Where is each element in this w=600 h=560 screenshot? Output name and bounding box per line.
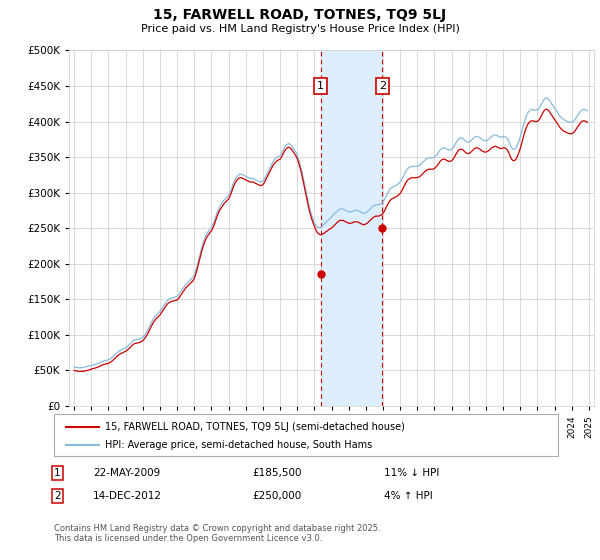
Text: 1: 1 — [54, 468, 61, 478]
Text: 15, FARWELL ROAD, TOTNES, TQ9 5LJ: 15, FARWELL ROAD, TOTNES, TQ9 5LJ — [154, 8, 446, 22]
Text: 15, FARWELL ROAD, TOTNES, TQ9 5LJ (semi-detached house): 15, FARWELL ROAD, TOTNES, TQ9 5LJ (semi-… — [105, 422, 405, 432]
Text: HPI: Average price, semi-detached house, South Hams: HPI: Average price, semi-detached house,… — [105, 440, 372, 450]
Text: £250,000: £250,000 — [252, 491, 301, 501]
Text: 2: 2 — [379, 81, 386, 91]
Text: Contains HM Land Registry data © Crown copyright and database right 2025.
This d: Contains HM Land Registry data © Crown c… — [54, 524, 380, 543]
Text: 14-DEC-2012: 14-DEC-2012 — [93, 491, 162, 501]
Text: 22-MAY-2009: 22-MAY-2009 — [93, 468, 160, 478]
Text: 4% ↑ HPI: 4% ↑ HPI — [384, 491, 433, 501]
Text: 1: 1 — [317, 81, 324, 91]
Bar — [320, 50, 382, 406]
Text: 11% ↓ HPI: 11% ↓ HPI — [384, 468, 439, 478]
Text: £185,500: £185,500 — [252, 468, 302, 478]
Text: Price paid vs. HM Land Registry's House Price Index (HPI): Price paid vs. HM Land Registry's House … — [140, 24, 460, 34]
Text: 2: 2 — [54, 491, 61, 501]
